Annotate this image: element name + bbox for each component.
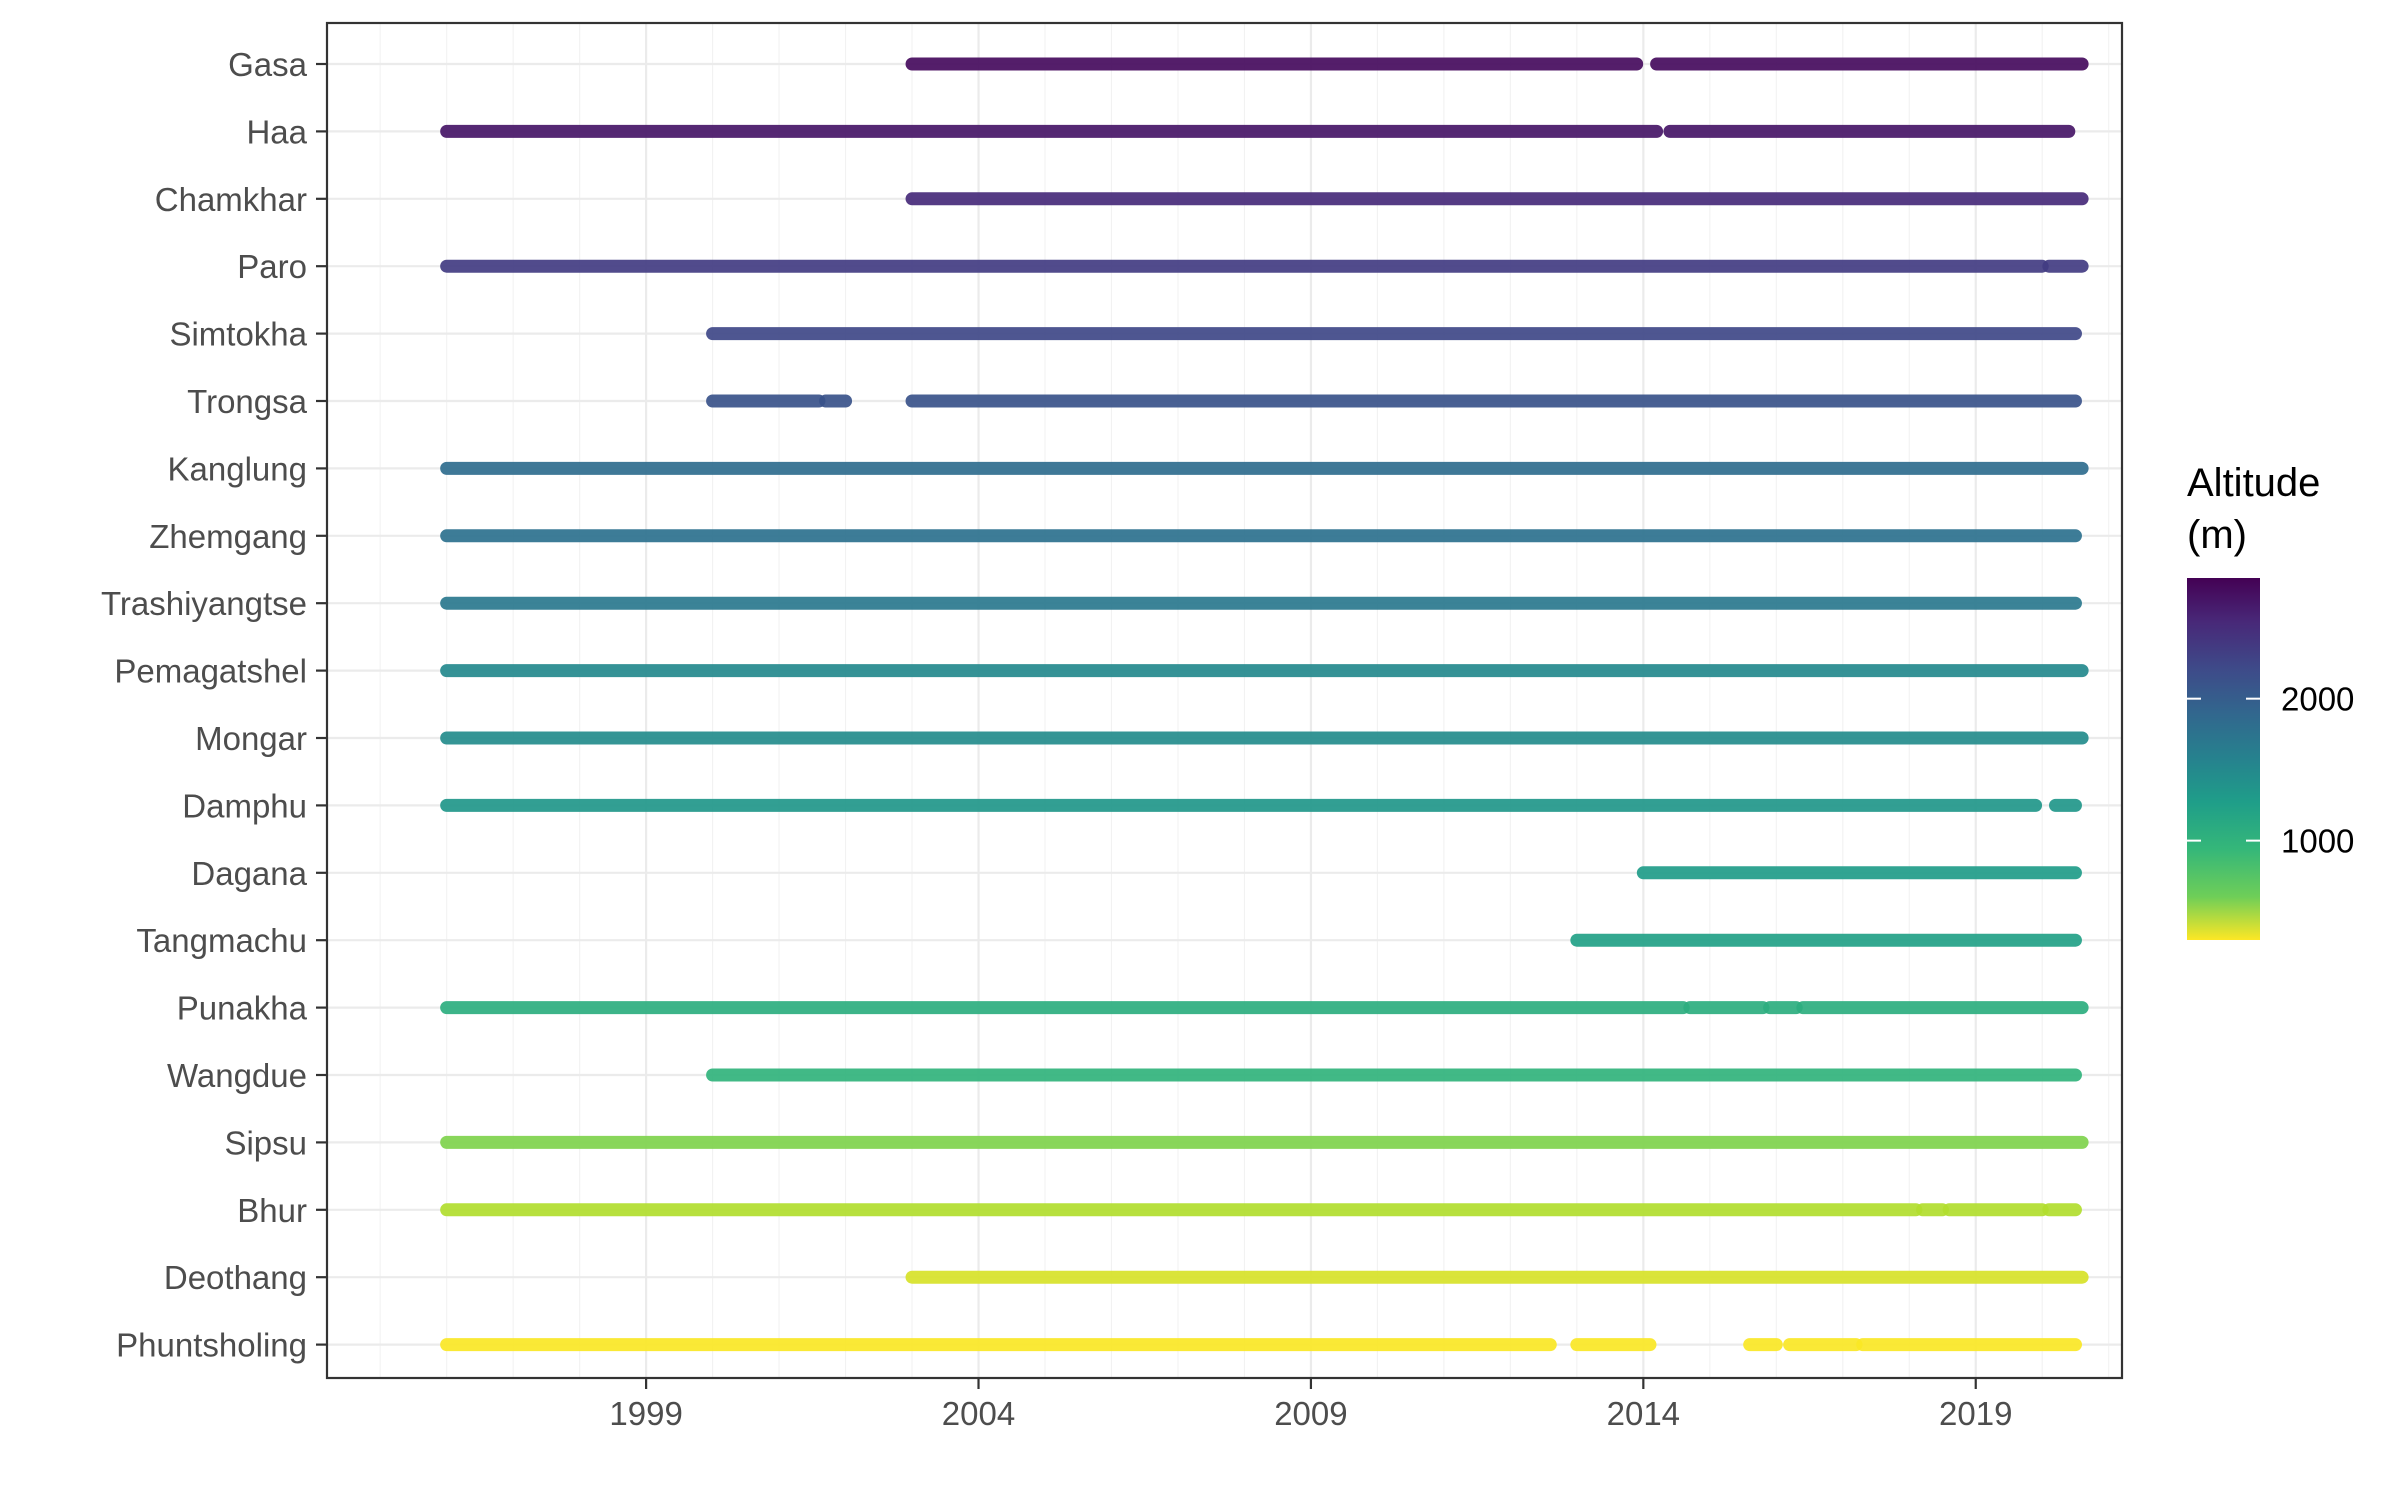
y-tick-label: Tangmachu xyxy=(136,922,307,959)
y-tick-label: Punakha xyxy=(177,990,308,1027)
y-tick-label: Paro xyxy=(237,248,307,285)
minor-gridlines xyxy=(379,23,2110,1378)
y-tick-label: Damphu xyxy=(182,787,307,824)
x-tick-label: 2014 xyxy=(1607,1395,1680,1432)
legend-tick-label: 1000 xyxy=(2281,823,2354,860)
color-legend: Altitude (m) 1000 2000 xyxy=(2187,461,2354,940)
x-tick-label: 2004 xyxy=(942,1395,1015,1432)
x-tick-label: 2019 xyxy=(1939,1395,2012,1432)
x-tick-label: 2009 xyxy=(1274,1395,1347,1432)
x-axis: 1999 2004 2009 2014 2019 xyxy=(609,1378,2012,1432)
y-tick-label: Gasa xyxy=(228,46,308,83)
station-series xyxy=(440,57,2089,1352)
y-tick-label: Bhur xyxy=(237,1192,307,1229)
legend-title-line-1: Altitude xyxy=(2187,461,2320,505)
y-tick-label: Wangdue xyxy=(167,1057,307,1094)
y-tick-label: Mongar xyxy=(195,720,307,757)
y-tick-label: Kanglung xyxy=(168,450,307,487)
legend-title-line-2: (m) xyxy=(2187,513,2247,557)
legend-ticks: 1000 2000 xyxy=(2187,681,2354,860)
y-tick-label: Haa xyxy=(246,113,307,150)
legend-colorbar xyxy=(2187,578,2260,940)
y-tick-label: Phuntsholing xyxy=(116,1327,307,1364)
y-tick-label: Simtokha xyxy=(169,316,307,353)
y-tick-label: Zhemgang xyxy=(149,518,307,555)
y-tick-label: Sipsu xyxy=(224,1124,307,1161)
y-tick-label: Pemagatshel xyxy=(114,653,307,690)
y-tick-label: Trongsa xyxy=(187,383,307,420)
y-axis: Gasa Haa Chamkhar Paro Simtokha Trongsa Kanglu… xyxy=(101,46,327,1364)
x-tick-label: 1999 xyxy=(609,1395,682,1432)
y-tick-label: Chamkhar xyxy=(155,181,307,218)
plot-border xyxy=(325,21,2124,1380)
legend-tick-label: 2000 xyxy=(2281,681,2354,718)
y-tick-label: Trashiyangtse xyxy=(101,585,307,622)
y-tick-label: Dagana xyxy=(191,855,307,892)
plot-panel xyxy=(327,23,2122,1378)
y-tick-label: Deothang xyxy=(164,1259,307,1296)
